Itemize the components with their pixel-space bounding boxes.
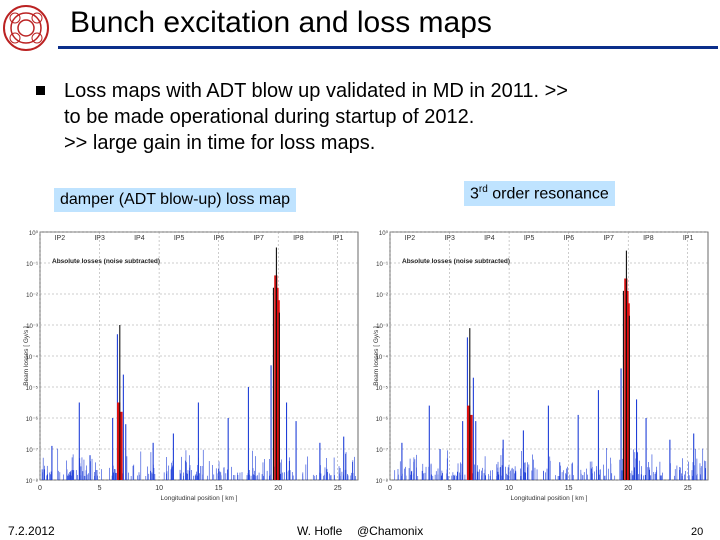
bullet-text: Loss maps with ADT blow up validated in …: [64, 78, 704, 156]
x-tick-label: 25: [334, 485, 342, 492]
loss-bar-warm: [467, 405, 471, 480]
y-tick-label: 10⁻²: [376, 293, 388, 299]
y-tick-label: 10⁻²: [26, 293, 38, 299]
x-tick-label: 10: [505, 485, 513, 492]
plot-frame: [39, 231, 359, 481]
bullet-line-2: to be made operational during startup of…: [64, 106, 475, 128]
x-tick-label: 15: [215, 485, 223, 492]
x-tick-label: 5: [98, 485, 102, 492]
x-tick-label: 0: [388, 485, 392, 492]
damper-label: damper (ADT blow-up) loss map: [54, 188, 297, 212]
ip-label: IP1: [333, 235, 344, 242]
bullet-line-1: Loss maps with ADT blow up validated in …: [64, 80, 568, 102]
y-axis-label: Beam losses [ Gy/s ]: [373, 326, 380, 386]
loss-bar-warm: [117, 402, 121, 480]
x-tick-label: 15: [565, 485, 573, 492]
y-tick-label: 10⁻⁷: [26, 447, 38, 454]
loss-bar-warm: [119, 411, 123, 480]
ip-label: IP5: [174, 235, 185, 242]
footer-author: W. Hofle: [297, 524, 343, 538]
ip-label: IP5: [524, 235, 535, 242]
bullet-square-icon: [36, 86, 45, 95]
ip-label: IP8: [643, 235, 654, 242]
page-number: 20: [691, 526, 704, 538]
x-tick-label: 10: [155, 485, 163, 492]
x-tick-label: 25: [684, 485, 692, 492]
ip-label: IP2: [405, 235, 416, 242]
y-tick-label: 10⁻⁴: [376, 354, 389, 361]
y-tick-label: 10⁻⁵: [376, 385, 389, 392]
ip-label: IP6: [564, 235, 575, 242]
x-tick-label: 0: [38, 485, 42, 492]
y-tick-label: 10⁻⁵: [26, 385, 39, 392]
y-tick-label: 10⁻⁶: [376, 416, 389, 423]
y-tick-label: 10⁻⁸: [26, 478, 39, 485]
x-axis-label: Longitudinal position [ km ]: [511, 495, 588, 502]
x-tick-label: 20: [624, 485, 632, 492]
loss-map-plot-right: 0 5 10 15 20 25 10⁰ 10⁻¹ 10⁻² 10⁻³ 10⁻⁴ 10⁻⁵ 10⁻⁶ 10⁻…: [372, 222, 712, 502]
x-tick-label: 20: [274, 485, 282, 492]
resonance-label-rest: order resonance: [487, 185, 609, 203]
y-tick-label: 10⁻⁶: [26, 416, 39, 423]
ip-label: IP1: [683, 235, 694, 242]
loss-map-plot-left: 0 5 10 15 20 25 10⁰ 10⁻¹ 10⁻² 10⁻³ 10⁻⁴ 10⁻⁵ 10⁻⁶ 10⁻…: [22, 222, 362, 502]
y-tick-label: 10⁻³: [376, 324, 388, 330]
y-tick-label: 10⁻⁷: [376, 447, 388, 454]
ip-label: IP7: [603, 235, 614, 242]
bullet-line-3: >> large gain in time for loss maps.: [64, 132, 376, 154]
x-axis-label: Longitudinal position [ km ]: [161, 495, 238, 502]
resonance-label: 3rd order resonance: [464, 181, 615, 207]
cern-logo: [3, 5, 49, 51]
inner-title: Absolute losses (noise subtracted): [52, 258, 160, 265]
y-tick-label: 10⁻⁴: [26, 354, 39, 361]
y-tick-label: 10⁻³: [26, 324, 38, 330]
ip-label: IP7: [253, 235, 264, 242]
loss-bar-warm: [276, 300, 280, 480]
ip-label: IP4: [484, 235, 495, 242]
y-tick-label: 10⁰: [29, 230, 39, 237]
y-tick-label: 10⁻¹: [376, 262, 388, 268]
ip-label: IP8: [293, 235, 304, 242]
y-tick-label: 10⁻⁸: [376, 478, 389, 485]
ip-label: IP3: [444, 235, 455, 242]
plot-frame: [389, 231, 709, 481]
resonance-label-num: 3: [470, 185, 479, 203]
y-axis-label: Beam losses [ Gy/s ]: [23, 326, 30, 386]
ip-label: IP2: [55, 235, 66, 242]
y-tick-label: 10⁰: [379, 230, 389, 237]
footer-venue: @Chamonix: [357, 524, 424, 538]
loss-bar-warm: [469, 414, 473, 480]
title-underline: [58, 46, 718, 49]
loss-bar-warm: [626, 303, 630, 480]
ip-label: IP6: [214, 235, 225, 242]
x-tick-label: 5: [448, 485, 452, 492]
slide-title: Bunch excitation and loss maps: [70, 6, 492, 39]
inner-title: Absolute losses (noise subtracted): [402, 258, 510, 265]
footer-date: 7.2.2012: [8, 524, 55, 538]
resonance-label-sup: rd: [478, 184, 488, 195]
ip-label: IP3: [94, 235, 105, 242]
ip-label: IP4: [134, 235, 145, 242]
y-tick-label: 10⁻¹: [26, 262, 38, 268]
